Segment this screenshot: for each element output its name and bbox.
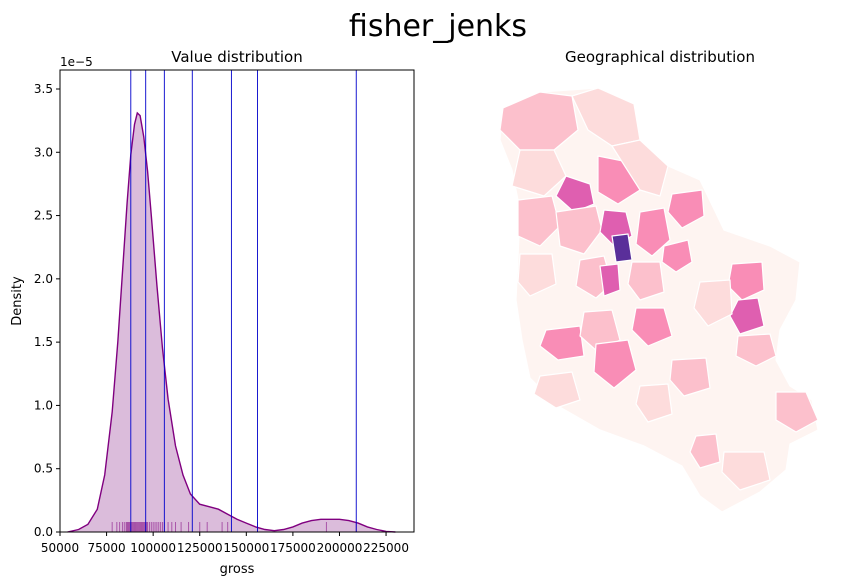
x-tick-label: 125000 [177,541,223,555]
y-scale-label: 1e−5 [60,55,93,69]
map-region [721,451,771,491]
chart-title: Value distribution [171,48,302,66]
map-region [499,91,579,151]
map-region [689,433,721,469]
figure-suptitle: fisher_jenks [349,9,527,44]
plot-area [67,70,396,533]
map-region [635,383,673,423]
x-tick-label: 175000 [270,541,316,555]
map-region [631,307,673,347]
map-region [517,253,557,297]
map-region [593,339,637,389]
x-tick-label: 75000 [87,541,125,555]
map-region [669,357,711,397]
map-region [775,391,819,433]
y-tick-label: 3.5 [34,82,53,96]
kde-line [67,111,396,533]
map-region [539,325,585,361]
x-tick-label: 100000 [130,541,176,555]
map-region [635,207,671,257]
map-region [735,333,777,367]
y-tick-label: 2.5 [34,209,53,223]
y-tick-label: 0.0 [34,525,53,539]
map-region [667,189,705,229]
y-tick-label: 0.5 [34,462,53,476]
map-regions [499,87,819,513]
map-region [555,205,603,255]
x-tick-label: 50000 [41,541,79,555]
x-tick-label: 200000 [317,541,363,555]
map-region [517,195,561,247]
y-tick-label: 1.0 [34,398,53,412]
map-region [611,139,669,197]
map-region [611,233,633,263]
map-region [661,239,693,273]
y-tick-label: 2.0 [34,272,53,286]
x-axis-label: gross [220,562,255,577]
axes-frame [59,69,415,533]
x-tick-label: 225000 [363,541,409,555]
value-distribution-chart: Value distribution 1e−5 50000 75000 100000… [10,48,415,577]
map-region [533,371,581,409]
map-region [627,261,665,301]
map-title: Geographical distribution [565,48,755,66]
x-axis: 50000 75000 100000 125000 150000 175000 200000… [41,532,409,555]
x-tick-label: 150000 [223,541,269,555]
map-region [693,279,733,327]
map-region [599,263,621,297]
y-axis-label: Density [10,276,25,326]
kde-area [67,113,396,532]
geographical-distribution-map: Geographical distribution [499,48,819,513]
map-region [511,149,567,197]
y-axis: 0.0 0.5 1.0 1.5 2.0 2.5 3.0 3.5 [34,82,60,539]
y-tick-label: 3.0 [34,145,53,159]
y-tick-label: 1.5 [34,335,53,349]
